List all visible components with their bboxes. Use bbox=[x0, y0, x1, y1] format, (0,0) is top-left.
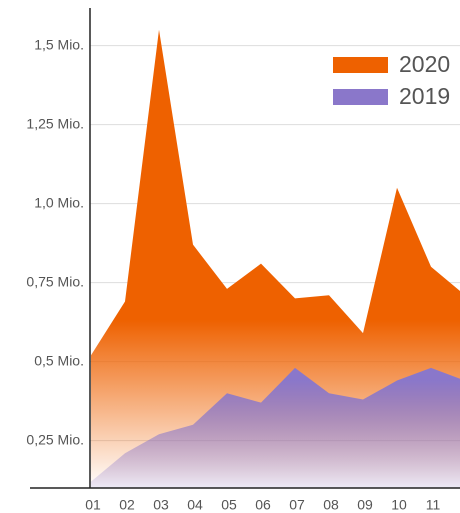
x-tick-label: 06 bbox=[255, 497, 271, 513]
x-tick-label: 07 bbox=[289, 497, 305, 513]
y-tick-label: 1,25 Mio. bbox=[26, 115, 84, 131]
legend-label: 2020 bbox=[399, 51, 450, 77]
legend-swatch bbox=[333, 57, 388, 73]
x-tick-label: 04 bbox=[187, 497, 203, 513]
legend-swatch bbox=[333, 89, 388, 105]
x-tick-label: 10 bbox=[391, 497, 407, 513]
x-tick-label: 03 bbox=[153, 497, 169, 513]
y-tick-label: 0,75 Mio. bbox=[26, 273, 84, 289]
y-tick-label: 1,5 Mio. bbox=[34, 36, 84, 52]
y-tick-label: 1,0 Mio. bbox=[34, 194, 84, 210]
x-tick-label: 01 bbox=[85, 497, 101, 513]
area bbox=[91, 29, 460, 488]
plot-area bbox=[91, 29, 460, 488]
legend-label: 2019 bbox=[399, 83, 450, 109]
x-tick-label: 05 bbox=[221, 497, 237, 513]
x-tick-label: 08 bbox=[323, 497, 339, 513]
x-tick-label: 11 bbox=[426, 497, 441, 513]
x-tick-label: 02 bbox=[119, 497, 135, 513]
y-tick-label: 0,5 Mio. bbox=[34, 352, 84, 368]
x-tick-label: 09 bbox=[357, 497, 373, 513]
y-tick-label: 0,25 Mio. bbox=[26, 431, 84, 447]
area bbox=[91, 367, 460, 488]
